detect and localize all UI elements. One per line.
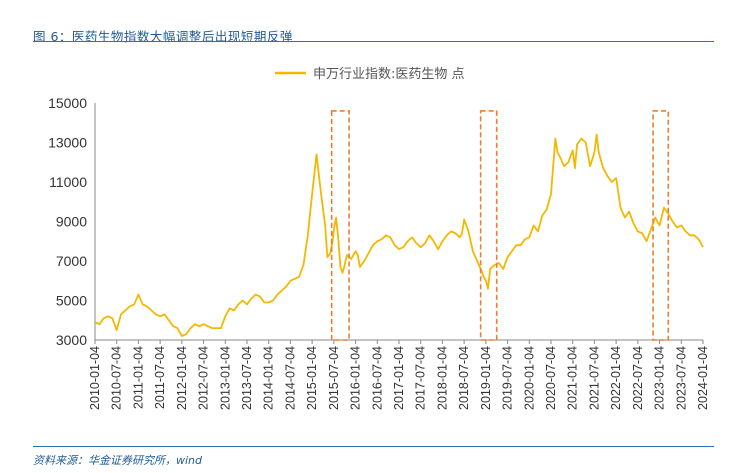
y-tick-label: 5000 bbox=[56, 293, 87, 309]
legend-label-series: 申万行业指数:医药生物 点 bbox=[313, 67, 465, 82]
highlight-box-1 bbox=[330, 110, 350, 341]
x-tick-label: 2022-01-04 bbox=[609, 346, 623, 410]
highlight-boxes bbox=[330, 110, 670, 341]
x-tick-label: 2011-01-04 bbox=[131, 346, 145, 409]
highlight-box-2 bbox=[479, 110, 498, 341]
y-tick-label: 9000 bbox=[56, 214, 87, 230]
x-tick-label: 2023-01-04 bbox=[653, 346, 667, 410]
y-tick-label: 7000 bbox=[56, 253, 87, 269]
x-tick-label: 2013-07-04 bbox=[240, 346, 254, 410]
x-tick-label: 2012-01-04 bbox=[175, 346, 189, 410]
x-tick-label: 2016-07-04 bbox=[370, 346, 384, 410]
chart-legend: 申万行业指数:医药生物 点 bbox=[275, 67, 465, 82]
title-divider bbox=[33, 41, 714, 42]
x-tick-label: 2010-01-04 bbox=[88, 346, 102, 410]
y-tick-label: 3000 bbox=[56, 332, 87, 348]
x-tick-label: 2013-01-04 bbox=[218, 346, 232, 410]
x-tick-label: 2017-01-04 bbox=[392, 346, 406, 410]
x-tick-label: 2018-07-04 bbox=[457, 346, 471, 410]
x-tick-label: 2019-07-04 bbox=[501, 346, 515, 410]
source-divider bbox=[33, 446, 714, 447]
x-tick-label: 2021-01-04 bbox=[566, 346, 580, 410]
x-tick-label: 2018-01-04 bbox=[435, 346, 449, 410]
x-tick-label: 2015-01-04 bbox=[305, 346, 319, 410]
x-tick-label: 2014-07-04 bbox=[283, 346, 297, 410]
y-tick-label: 13000 bbox=[48, 135, 87, 151]
x-tick-label: 2016-01-04 bbox=[349, 346, 363, 410]
y-tick-label: 15000 bbox=[48, 95, 87, 111]
y-axis: 15000 13000 11000 9000 7000 5000 3000 bbox=[48, 95, 96, 348]
x-tick-label: 2020-01-04 bbox=[522, 346, 536, 410]
x-tick-label: 2024-01-04 bbox=[696, 346, 710, 410]
x-tick-label: 2011-07-04 bbox=[153, 346, 167, 409]
figure-title: 图 6：医药生物指数大幅调整后出现短期反弹 bbox=[33, 29, 293, 44]
x-tick-label: 2012-07-04 bbox=[197, 346, 211, 410]
x-tick-label: 2020-07-04 bbox=[544, 346, 558, 410]
x-tick-label: 2015-07-04 bbox=[327, 346, 341, 410]
x-tick-label: 2014-01-04 bbox=[262, 346, 276, 410]
highlight-box-3 bbox=[652, 110, 670, 341]
y-tick-label: 11000 bbox=[49, 174, 87, 190]
x-tick-label: 2021-07-04 bbox=[587, 346, 601, 410]
plot-area bbox=[94, 133, 704, 337]
x-tick-label: 2017-07-04 bbox=[414, 346, 428, 410]
x-tick-label: 2023-07-04 bbox=[674, 346, 688, 410]
x-tick-label: 2019-01-04 bbox=[479, 346, 493, 410]
x-tick-label: 2022-07-04 bbox=[631, 346, 645, 410]
x-tick-label: 2010-07-04 bbox=[110, 346, 124, 410]
series-line-0 bbox=[94, 133, 704, 337]
x-axis: 2010-01-04 2010-07-04 2011-01-04 2011-07-04… bbox=[88, 339, 710, 410]
source-note: 资料来源：华金证券研究所，wind bbox=[33, 454, 203, 467]
